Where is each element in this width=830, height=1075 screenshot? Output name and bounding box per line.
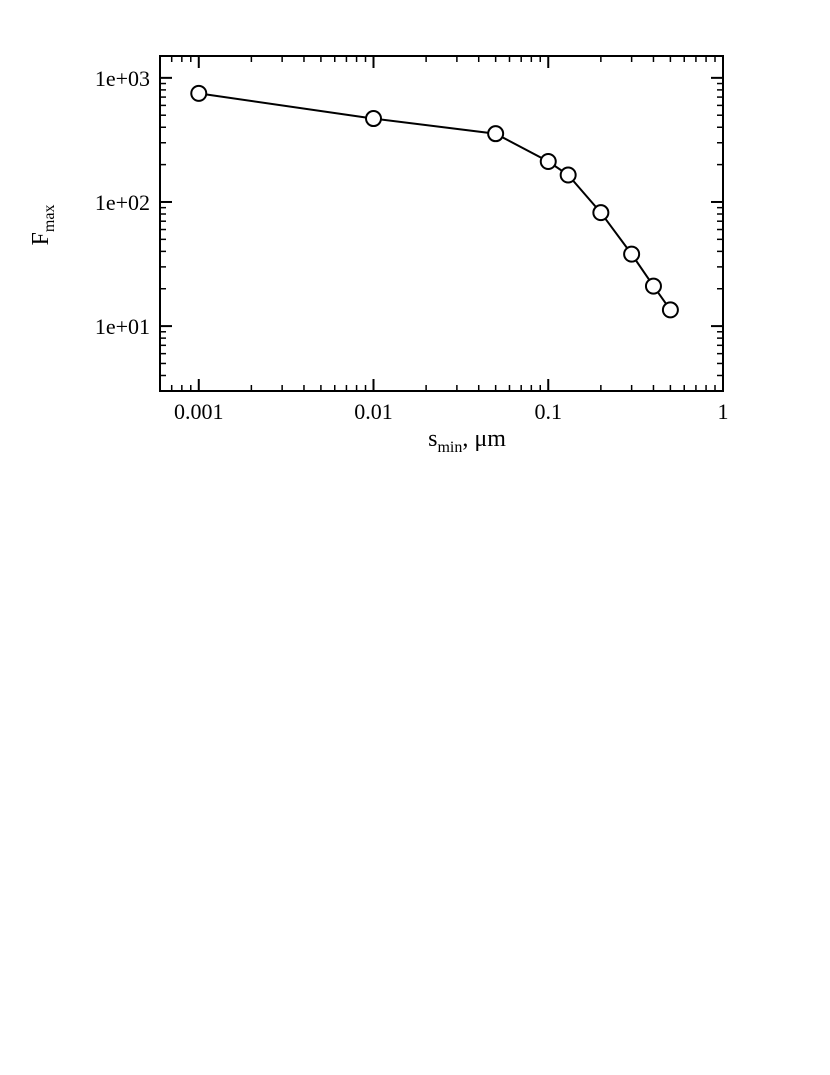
y-tick-label: 1e+03 — [95, 66, 150, 91]
x-axis-label-sub: min — [437, 439, 462, 456]
x-tick-label: 0.01 — [354, 399, 393, 424]
y-axis-label-sub: max — [41, 205, 58, 233]
major-ticks — [160, 56, 724, 391]
x-tick-label: 1 — [718, 399, 729, 424]
y-tick-labels: 1e+01 1e+02 1e+03 — [95, 66, 150, 339]
data-point — [661, 301, 679, 319]
y-tick-label: 1e+02 — [95, 190, 150, 215]
data-point — [592, 204, 610, 222]
data-point — [623, 245, 641, 263]
plot-frame — [159, 55, 724, 392]
x-axis-label: smin, μm — [428, 426, 506, 456]
x-tick-labels: 0.001 0.01 0.1 1 — [174, 399, 728, 424]
x-axis-label-main: s — [428, 426, 437, 452]
x-axis-label-suffix: , μm — [462, 426, 506, 452]
data-point — [190, 84, 208, 102]
data-point — [487, 125, 505, 143]
y-tick-label: 1e+01 — [95, 314, 150, 339]
data-point — [365, 110, 383, 128]
series-points — [190, 84, 679, 319]
data-point — [559, 166, 577, 184]
series-line — [198, 92, 672, 311]
data-point — [644, 277, 662, 295]
y-axis-label-main: F — [28, 232, 54, 245]
data-point — [539, 152, 557, 170]
x-tick-label: 0.1 — [535, 399, 563, 424]
x-tick-label: 0.001 — [174, 399, 224, 424]
minor-ticks — [159, 56, 723, 392]
y-axis-label: Fmax — [28, 205, 58, 246]
